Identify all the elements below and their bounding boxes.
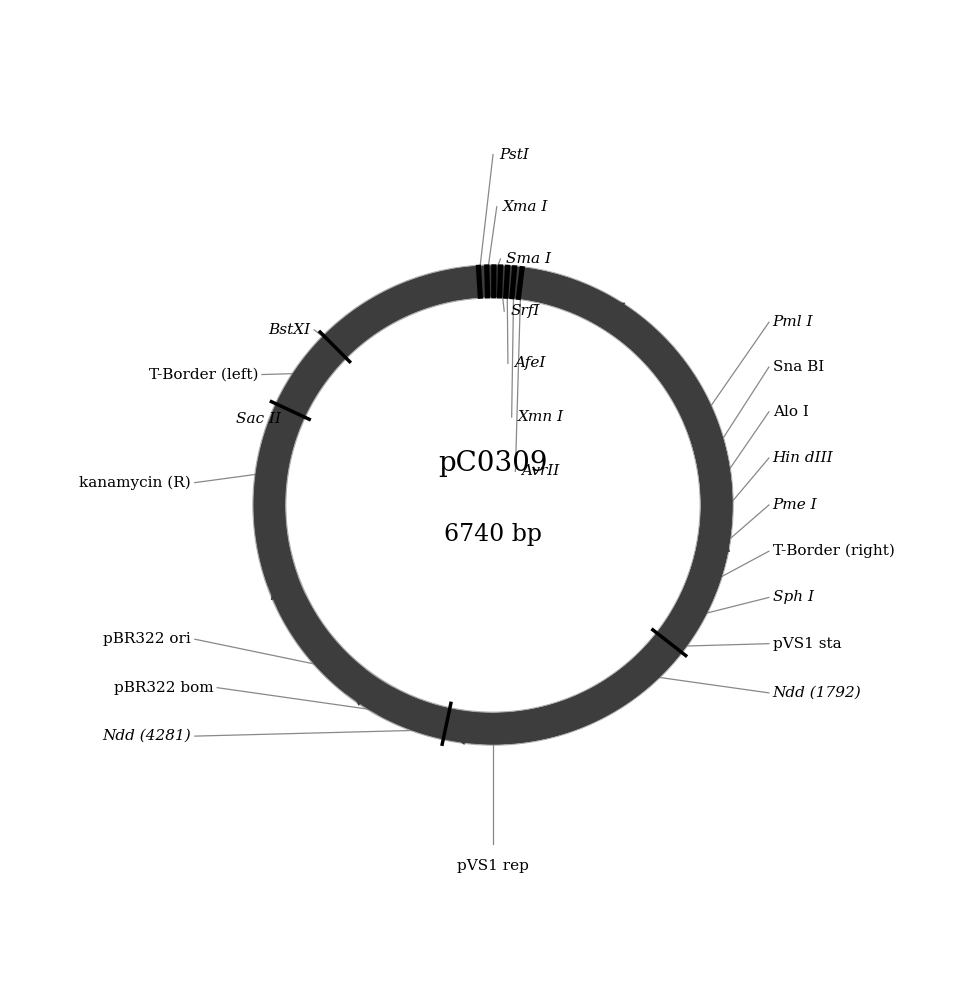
Polygon shape: [343, 671, 379, 706]
Polygon shape: [699, 517, 729, 552]
Text: pVS1 sta: pVS1 sta: [772, 637, 840, 651]
Polygon shape: [515, 266, 525, 300]
Text: SrfI: SrfI: [509, 304, 539, 318]
Text: Sph I: Sph I: [772, 590, 813, 604]
Text: Alo I: Alo I: [772, 405, 807, 419]
Text: Hin dIII: Hin dIII: [772, 451, 832, 465]
Polygon shape: [434, 715, 472, 745]
Text: Pml I: Pml I: [772, 315, 812, 329]
Text: T-Border (left): T-Border (left): [149, 368, 258, 382]
Polygon shape: [503, 265, 509, 299]
Polygon shape: [497, 264, 503, 299]
Text: 6740 bp: 6740 bp: [444, 523, 541, 546]
Text: pVS1 rep: pVS1 rep: [456, 859, 529, 873]
Text: Sac II: Sac II: [235, 412, 281, 426]
Text: Xma I: Xma I: [503, 200, 548, 214]
Text: pBR322 bom: pBR322 bom: [113, 681, 213, 695]
Polygon shape: [587, 302, 625, 331]
Text: Ndd (4281): Ndd (4281): [102, 729, 191, 743]
Polygon shape: [254, 266, 731, 744]
Polygon shape: [508, 265, 517, 299]
Polygon shape: [539, 527, 730, 738]
Polygon shape: [254, 266, 731, 744]
Polygon shape: [277, 266, 731, 744]
Text: pC0309: pC0309: [438, 450, 547, 477]
Text: Sma I: Sma I: [505, 252, 551, 266]
Text: pBR322 ori: pBR322 ori: [103, 632, 191, 646]
Polygon shape: [270, 563, 301, 600]
Text: Pme I: Pme I: [772, 498, 817, 512]
Text: AfeI: AfeI: [513, 356, 545, 370]
Text: kanamycin (R): kanamycin (R): [79, 475, 191, 490]
Text: AvrII: AvrII: [521, 464, 559, 478]
Polygon shape: [483, 264, 490, 298]
Text: BstXI: BstXI: [268, 323, 310, 337]
Text: PstI: PstI: [499, 148, 529, 162]
Polygon shape: [476, 265, 482, 299]
Polygon shape: [491, 264, 496, 298]
Text: Xmn I: Xmn I: [517, 410, 563, 424]
Text: Sna BI: Sna BI: [772, 360, 823, 374]
Text: Ndd (1792): Ndd (1792): [772, 686, 860, 700]
Text: T-Border (right): T-Border (right): [772, 544, 894, 558]
Polygon shape: [588, 293, 731, 494]
